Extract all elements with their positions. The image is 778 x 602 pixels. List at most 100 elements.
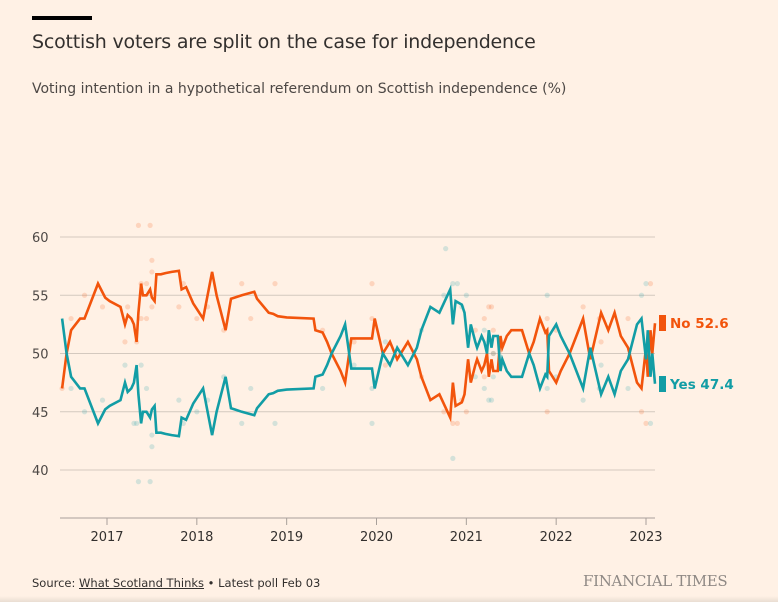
poll-dot-no	[450, 420, 456, 426]
poll-dot-no	[638, 409, 645, 415]
poll-dot-no	[147, 222, 153, 228]
x-tick-label-2022: 2022	[540, 530, 573, 545]
ft-logo: FINANCIAL TIMES	[583, 572, 728, 590]
poll-dot-no	[248, 315, 254, 322]
y-tick-label-40: 40	[32, 464, 49, 479]
poll-dot-no	[490, 350, 496, 357]
poll-dot-yes	[143, 385, 150, 392]
chart-title: Scottish voters are split on the case fo…	[32, 31, 536, 53]
x-axis: 2017 2018 2019 2020 2021 2022 2023	[60, 517, 663, 545]
poll-dot-no	[481, 374, 487, 380]
poll-dot-no	[272, 281, 278, 287]
poll-dot-yes	[472, 374, 478, 380]
poll-dot-yes	[149, 444, 155, 450]
end-marker-yes	[659, 376, 666, 392]
poll-dot-yes	[454, 281, 460, 287]
end-label-no: No 52.6	[670, 316, 729, 332]
poll-dot-no	[463, 409, 469, 415]
poll-dot-no	[149, 304, 155, 310]
poll-dot-no	[135, 222, 142, 228]
poll-dot-no	[544, 409, 550, 415]
poll-dot-yes	[176, 397, 182, 403]
poll-dot-no	[138, 315, 144, 322]
end-marker-no	[659, 315, 666, 331]
poll-dot-no	[125, 304, 131, 310]
poll-dot-yes	[131, 420, 137, 426]
poll-dot-yes	[450, 455, 456, 461]
poll-dot-no	[149, 269, 155, 275]
poll-dot-no	[454, 420, 460, 426]
poll-dot-yes	[122, 362, 128, 368]
poll-dot-no	[176, 304, 182, 310]
poll-dot-no	[580, 304, 586, 310]
poll-dot-yes	[544, 385, 550, 392]
poll-dot-yes	[138, 362, 144, 368]
poll-dot-yes	[481, 385, 487, 392]
poll-dot-yes	[272, 420, 278, 426]
poll-dot-no	[643, 420, 649, 426]
series-line-no	[60, 269, 657, 423]
poll-dot-yes	[544, 292, 550, 298]
poll-dot-yes	[643, 281, 649, 287]
poll-dot-yes	[638, 292, 645, 298]
grid-lines	[60, 236, 655, 471]
poll-dot-yes	[486, 397, 492, 403]
poll-dot-no	[481, 315, 487, 322]
end-labels: No 52.6 Yes 47.4	[659, 315, 734, 393]
poll-dot-yes	[580, 397, 586, 403]
poll-dot-yes	[481, 327, 487, 333]
latest-poll-note: Latest poll Feb 03	[218, 576, 321, 590]
poll-dot-yes	[490, 350, 496, 357]
poll-dot-no	[194, 315, 200, 322]
poll-dot-yes	[598, 362, 604, 368]
x-tick-label-2019: 2019	[270, 530, 303, 545]
poll-dot-no	[143, 315, 150, 322]
poll-dot-yes	[490, 374, 496, 380]
poll-dot-yes	[443, 246, 449, 252]
x-tick-label-2023: 2023	[629, 530, 662, 545]
poll-dot-no	[351, 339, 357, 345]
y-tick-label-50: 50	[32, 348, 49, 363]
y-tick-label-55: 55	[32, 289, 49, 304]
y-axis-labels: 40 45 50 55 60	[32, 231, 49, 479]
poll-dot-no	[68, 315, 74, 322]
poll-dot-no	[598, 339, 604, 345]
brand-rule	[32, 16, 92, 20]
poll-dot-yes	[320, 385, 326, 392]
poll-dot-yes	[441, 292, 447, 298]
poll-dot-yes	[625, 385, 631, 392]
poll-dot-no	[81, 292, 88, 298]
poll-dot-no	[625, 315, 631, 322]
poll-dot-yes	[488, 397, 495, 403]
poll-dot-yes	[134, 420, 140, 426]
series-line-yes	[60, 284, 657, 438]
poll-dot-no	[486, 304, 492, 310]
y-tick-label-60: 60	[32, 231, 49, 246]
poll-dot-yes	[382, 339, 389, 345]
poll-dot-yes	[147, 479, 153, 485]
poll-dot-no	[490, 327, 496, 333]
poll-dot-no	[441, 409, 447, 415]
footer-separator: •	[204, 576, 219, 590]
poll-dot-yes	[463, 292, 469, 298]
poll-dot-no	[647, 281, 654, 287]
y-tick-label-45: 45	[32, 406, 49, 421]
poll-dot-no	[122, 339, 128, 345]
end-label-yes: Yes 47.4	[669, 377, 734, 393]
poll-dot-yes	[450, 281, 456, 287]
source-link[interactable]: What Scotland Thinks	[79, 576, 205, 590]
x-tick-label-2017: 2017	[90, 530, 123, 545]
poll-dot-no	[143, 281, 150, 287]
poll-dot-no	[488, 304, 495, 310]
footer-source: Source: What Scotland Thinks • Latest po…	[32, 576, 320, 590]
x-tick-label-2021: 2021	[450, 530, 483, 545]
bottom-edge	[0, 596, 778, 602]
poll-dot-no	[544, 315, 550, 322]
chart-subtitle: Voting intention in a hypothetical refer…	[32, 81, 567, 97]
poll-dot-yes	[149, 432, 155, 438]
poll-dot-no	[149, 257, 155, 263]
poll-dot-no	[382, 362, 389, 368]
series-lines	[60, 269, 657, 438]
poll-dot-yes	[81, 409, 88, 415]
